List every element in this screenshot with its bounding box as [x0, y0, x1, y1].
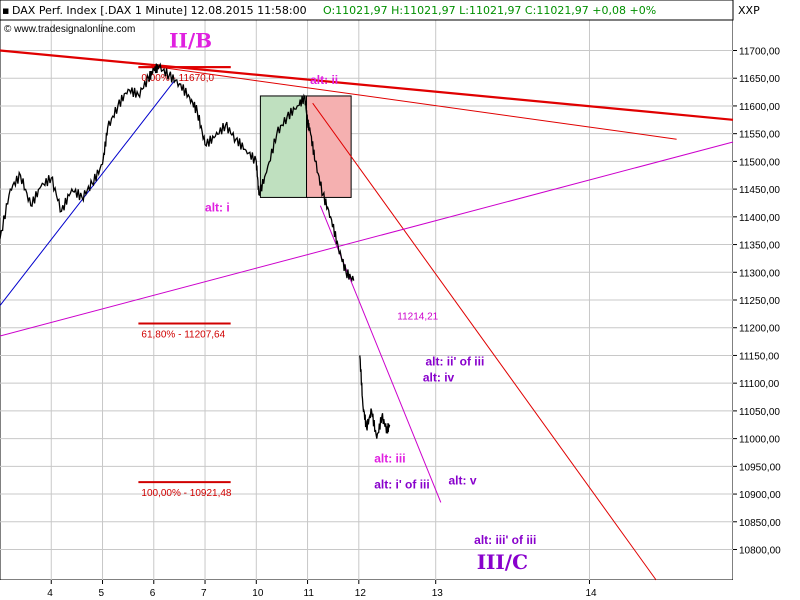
grid-lines [0, 20, 733, 580]
range-box [259, 95, 308, 198]
wave-label: 11214,21 [397, 311, 438, 322]
x-tick-label: 7 [201, 588, 207, 599]
symbol-label: XXP [738, 4, 760, 17]
price-axis: 11700,00 11650,00 11600,00 11550,00 11500,00… [733, 46, 781, 557]
trend-line [0, 141, 734, 337]
wave-label: III/C [477, 550, 528, 574]
wave-label: alt: iii [374, 451, 405, 465]
y-tick-label: 11700,00 [739, 46, 780, 57]
trend-line [151, 65, 677, 140]
time-axis-panel [0, 580, 733, 600]
wave-label: alt: ii' of iii [425, 354, 484, 368]
y-tick-label: 10850,00 [739, 518, 781, 529]
trend-line [0, 80, 175, 306]
y-tick-label: 11600,00 [739, 102, 780, 113]
y-tick-label: 11450,00 [739, 185, 780, 196]
x-tick-label: 13 [432, 588, 444, 599]
wave-label: alt: i [205, 200, 230, 214]
fib-label: 0,00% - 11670,0 [141, 73, 214, 84]
y-tick-label: 11150,00 [739, 351, 780, 362]
time-axis: 4 5 6 7 10 11 12 13 14 [47, 580, 597, 599]
y-tick-label: 11500,00 [739, 157, 780, 168]
y-tick-label: 11350,00 [739, 241, 780, 252]
x-tick-label: 6 [150, 588, 156, 599]
y-tick-label: 11550,00 [739, 130, 780, 141]
wave-annotations: II/B alt: ii alt: i 11214,21 alt: ii' of iii… [169, 29, 536, 574]
price-line [0, 62, 355, 283]
y-tick-label: 10950,00 [739, 462, 781, 473]
x-tick-label: 5 [99, 588, 105, 599]
plot-area [0, 0, 734, 581]
price-series [0, 62, 391, 439]
fib-label: 100,00% - 10921,48 [141, 488, 232, 499]
price-axis-panel [733, 0, 800, 600]
watermark: © www.tradesignalonline.com [4, 24, 135, 35]
y-tick-label: 11300,00 [739, 268, 780, 279]
wave-label: alt: iv [423, 371, 455, 385]
y-tick-label: 11650,00 [739, 74, 780, 85]
wave-label: II/B [169, 29, 212, 53]
price-line-gap [359, 355, 391, 439]
wave-label: alt: iii' of iii [474, 533, 536, 547]
y-tick-label: 10900,00 [739, 490, 781, 501]
y-tick-label: 11200,00 [739, 324, 780, 335]
y-tick-label: 10800,00 [739, 546, 781, 557]
x-tick-label: 10 [252, 588, 264, 599]
y-tick-label: 11250,00 [739, 296, 780, 307]
wave-label: alt: v [449, 474, 477, 488]
wave-label: alt: ii [310, 73, 338, 87]
chart-title: DAX Perf. Index [.DAX 1 Minute] 12.08.20… [12, 4, 307, 17]
x-tick-label: 14 [585, 588, 597, 599]
y-tick-label: 11050,00 [739, 407, 780, 418]
trend-line [312, 102, 657, 581]
fib-label: 61,80% - 11207,64 [141, 329, 225, 340]
header-bar [0, 0, 734, 21]
x-tick-label: 11 [304, 588, 315, 599]
trend-lines [0, 49, 734, 581]
trend-line [0, 49, 734, 121]
y-tick-label: 11000,00 [739, 435, 780, 446]
ohlc-readout: O:11021,97 H:11021,97 L:11021,97 C:11021… [323, 4, 656, 17]
wave-label: alt: i' of iii [374, 478, 430, 492]
y-tick-label: 11100,00 [739, 379, 780, 390]
window-menu-icon[interactable]: ▪ [2, 4, 9, 17]
y-tick-label: 11400,00 [739, 213, 780, 224]
x-tick-label: 12 [355, 588, 367, 599]
x-tick-label: 4 [47, 588, 53, 599]
